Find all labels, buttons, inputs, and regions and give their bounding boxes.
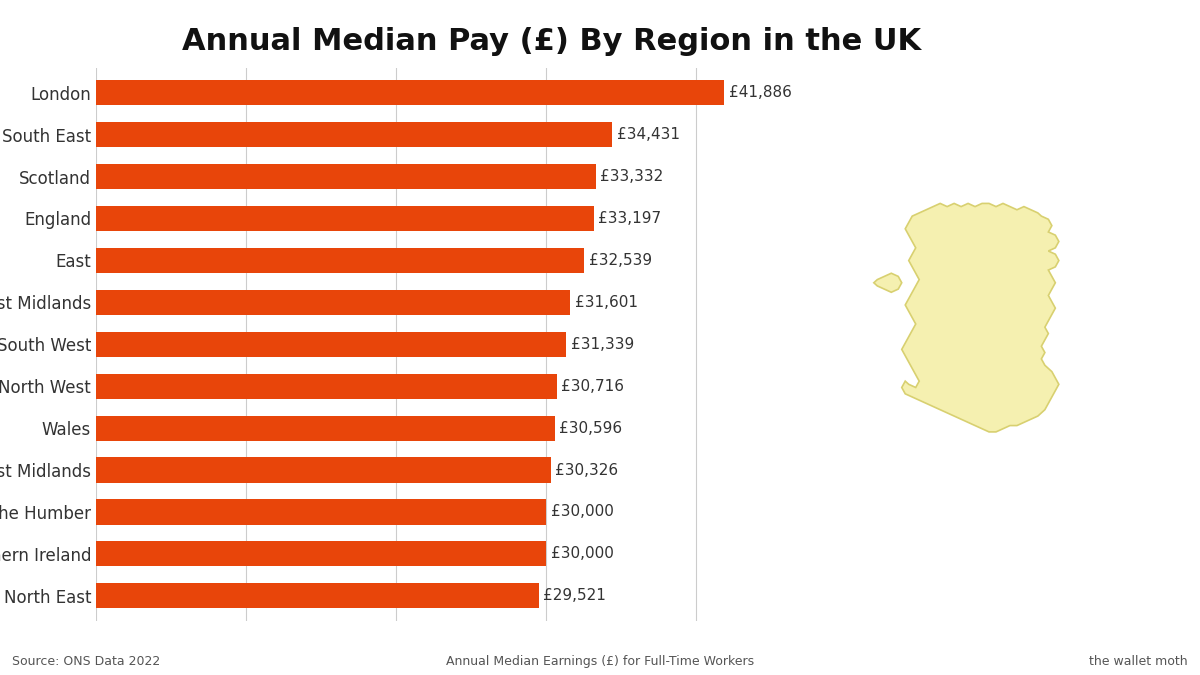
Bar	[96, 331, 566, 357]
Text: £33,197: £33,197	[599, 211, 661, 226]
Bar	[96, 416, 554, 441]
Text: £31,601: £31,601	[575, 295, 637, 310]
Text: Annual Median Pay (£) By Region in the UK: Annual Median Pay (£) By Region in the U…	[182, 27, 922, 56]
Text: £30,716: £30,716	[562, 379, 624, 394]
Bar	[96, 206, 594, 231]
Text: £31,339: £31,339	[570, 337, 634, 352]
Bar	[96, 122, 612, 147]
Text: the wallet moth: the wallet moth	[1090, 655, 1188, 668]
Polygon shape	[901, 203, 1058, 432]
Bar	[96, 248, 584, 273]
Bar	[96, 373, 557, 399]
Bar	[96, 164, 596, 189]
Text: £33,332: £33,332	[600, 169, 664, 184]
Text: £30,000: £30,000	[551, 504, 613, 520]
Text: £29,521: £29,521	[544, 589, 606, 603]
Text: Annual Median Earnings (£) for Full-Time Workers: Annual Median Earnings (£) for Full-Time…	[446, 655, 754, 668]
Bar	[96, 583, 539, 608]
Bar	[96, 500, 546, 524]
Text: £41,886: £41,886	[728, 85, 792, 100]
Text: £30,596: £30,596	[559, 421, 623, 435]
Text: £32,539: £32,539	[588, 253, 652, 268]
Bar	[96, 290, 570, 315]
Bar	[96, 541, 546, 566]
Text: Source: ONS Data 2022: Source: ONS Data 2022	[12, 655, 161, 668]
Bar	[96, 458, 551, 483]
Text: £30,000: £30,000	[551, 546, 613, 562]
Text: £30,326: £30,326	[556, 462, 618, 477]
Bar	[96, 80, 725, 105]
Polygon shape	[874, 273, 901, 292]
Text: £34,431: £34,431	[617, 127, 680, 142]
